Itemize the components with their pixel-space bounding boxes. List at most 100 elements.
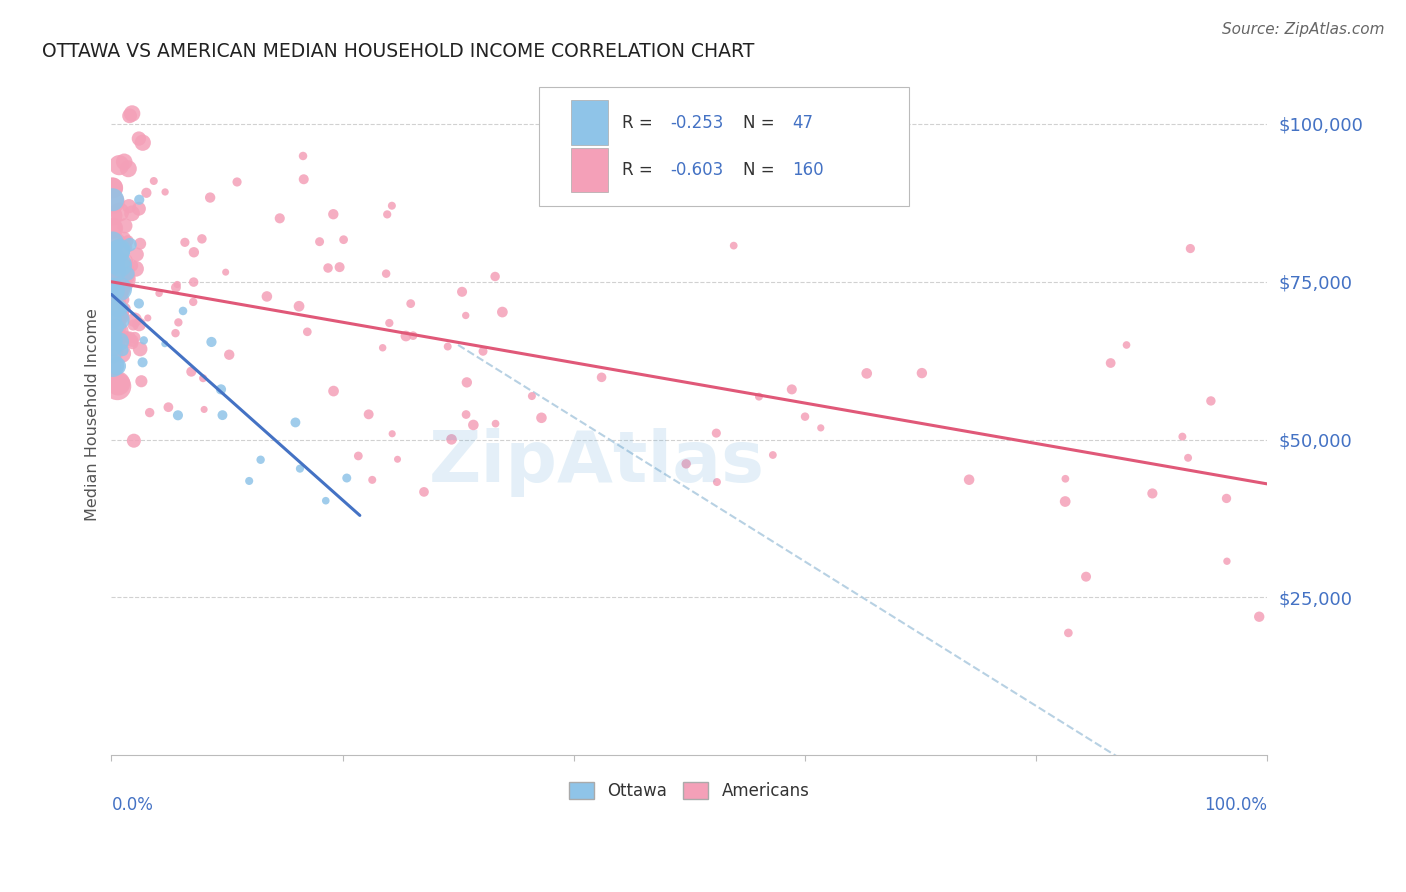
Point (105, 252, 128, 266)
Point (122, 434, 145, 448)
Point (810, 421, 832, 435)
Point (112, 334, 135, 348)
Point (107, 376, 129, 391)
Text: 160: 160 (792, 161, 824, 179)
Point (115, 330, 138, 344)
Point (101, 312, 124, 326)
Point (101, 263, 124, 277)
Point (1054, 494, 1077, 508)
Point (110, 271, 132, 285)
Point (101, 333, 124, 347)
Point (297, 325, 319, 339)
Point (209, 383, 232, 397)
Point (105, 251, 128, 265)
Point (115, 264, 138, 278)
Point (1057, 626, 1080, 640)
Point (218, 348, 240, 362)
Point (101, 360, 124, 375)
Point (129, 236, 152, 251)
Point (463, 417, 485, 432)
Point (484, 269, 506, 284)
Point (129, 342, 152, 356)
FancyBboxPatch shape (571, 101, 609, 145)
Point (117, 269, 139, 284)
Point (118, 109, 141, 123)
Point (1216, 554, 1239, 568)
Point (591, 370, 613, 384)
Point (110, 346, 132, 360)
Point (322, 384, 344, 398)
Point (193, 402, 215, 417)
Point (238, 474, 260, 488)
Point (121, 206, 143, 220)
Point (174, 235, 197, 250)
Point (226, 175, 249, 189)
Point (128, 131, 150, 145)
Point (381, 426, 404, 441)
Point (108, 246, 131, 260)
Point (1115, 338, 1137, 352)
Point (121, 336, 143, 351)
Point (472, 344, 495, 359)
Point (183, 275, 205, 289)
Point (108, 286, 131, 301)
Point (675, 457, 697, 471)
Point (198, 190, 221, 204)
Point (101, 221, 124, 235)
Point (105, 305, 128, 319)
Point (1054, 472, 1077, 486)
Point (114, 219, 136, 233)
Point (108, 313, 131, 327)
Text: 47: 47 (792, 113, 813, 131)
Text: R =: R = (621, 113, 658, 131)
Point (108, 243, 131, 257)
Point (316, 260, 339, 275)
Point (107, 301, 129, 316)
Point (183, 245, 205, 260)
Point (104, 264, 127, 278)
Point (104, 301, 127, 315)
Point (395, 329, 418, 343)
Point (153, 185, 176, 199)
Point (107, 324, 129, 338)
Point (454, 309, 477, 323)
Point (103, 339, 125, 353)
Point (371, 341, 394, 355)
Point (166, 277, 188, 292)
Point (115, 270, 138, 285)
FancyBboxPatch shape (571, 148, 609, 193)
Point (211, 408, 233, 422)
Point (104, 311, 127, 326)
Point (103, 293, 125, 308)
Point (157, 400, 180, 414)
Text: 0.0%: 0.0% (111, 797, 153, 814)
Point (1177, 450, 1199, 465)
Point (101, 269, 124, 284)
Point (520, 389, 543, 403)
Point (128, 318, 150, 332)
Point (112, 154, 135, 169)
Text: N =: N = (744, 161, 780, 179)
Point (107, 244, 129, 259)
Point (399, 296, 422, 310)
Point (1142, 486, 1164, 500)
Point (105, 359, 128, 373)
Point (269, 211, 291, 226)
Point (111, 343, 134, 358)
Point (957, 473, 980, 487)
Point (105, 308, 128, 322)
Point (114, 301, 136, 316)
Point (153, 336, 176, 351)
Point (1099, 356, 1122, 370)
Point (114, 241, 136, 255)
Point (104, 251, 127, 265)
Point (135, 186, 157, 200)
Point (748, 390, 770, 404)
Point (103, 237, 125, 252)
Point (1249, 609, 1271, 624)
Point (108, 205, 131, 219)
Text: R =: R = (621, 161, 658, 179)
Point (249, 452, 271, 467)
Point (114, 254, 136, 268)
Point (456, 376, 478, 390)
